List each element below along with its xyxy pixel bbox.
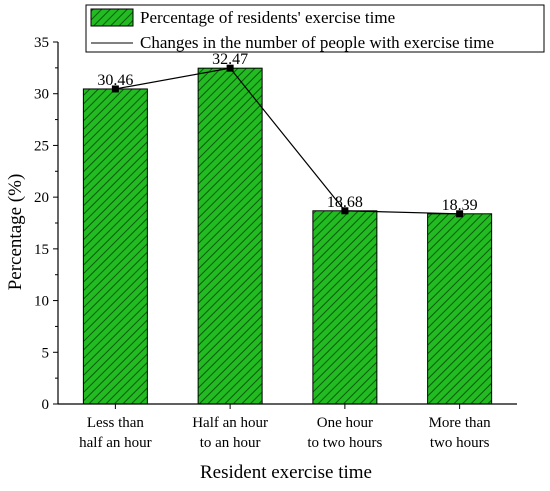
bar-4 bbox=[427, 213, 493, 405]
bar-3 bbox=[312, 210, 378, 405]
legend-line-label: Changes in the number of people with exe… bbox=[140, 33, 494, 52]
data-label-4: 18.39 bbox=[442, 197, 478, 214]
line-point-2 bbox=[226, 64, 234, 72]
legend-bar-swatch bbox=[90, 8, 134, 27]
x-tick-label: One hour bbox=[317, 415, 373, 431]
y-tick-label: 20 bbox=[34, 190, 49, 206]
y-tick-label: 0 bbox=[42, 397, 50, 413]
bar-2 bbox=[197, 67, 263, 405]
y-axis-title: Percentage (%) bbox=[5, 174, 26, 291]
data-label-3: 18.68 bbox=[327, 194, 363, 211]
data-label-1: 30.46 bbox=[97, 72, 133, 89]
y-tick-label: 10 bbox=[34, 294, 49, 310]
y-tick-label: 25 bbox=[34, 138, 49, 154]
x-tick-label: to two hours bbox=[307, 435, 382, 451]
x-tick-label: More than bbox=[429, 415, 492, 431]
y-tick-label: 15 bbox=[34, 242, 49, 258]
x-tick-label: Half an hour bbox=[192, 415, 268, 431]
line-point-4 bbox=[456, 210, 464, 218]
x-axis-title: Resident exercise time bbox=[200, 462, 372, 483]
legend-bar-label: Percentage of residents' exercise time bbox=[140, 8, 395, 27]
x-tick-label: two hours bbox=[430, 435, 490, 451]
x-tick-label: Less than bbox=[87, 415, 145, 431]
legend-border bbox=[85, 4, 545, 53]
bars-group bbox=[82, 67, 493, 405]
line-series-group bbox=[111, 64, 464, 218]
line-point-3 bbox=[341, 207, 349, 215]
data-label-2: 32.47 bbox=[212, 51, 248, 68]
series-line bbox=[115, 67, 460, 215]
data-labels-group: 30.46 32.47 18.68 18.39 bbox=[97, 51, 477, 214]
line-point-1 bbox=[111, 85, 119, 93]
x-tick-label: to an hour bbox=[200, 435, 261, 451]
y-tick-label: 30 bbox=[34, 87, 49, 103]
axes-group: 0 5 10 15 20 25 30 35 Less than half an hour Half … bbox=[34, 35, 517, 451]
x-tick-label: half an hour bbox=[79, 435, 151, 451]
y-tick-label: 5 bbox=[42, 345, 50, 361]
legend: Percentage of residents' exercise time C… bbox=[85, 4, 545, 53]
bar-1 bbox=[82, 88, 148, 405]
y-tick-label: 35 bbox=[34, 35, 49, 51]
